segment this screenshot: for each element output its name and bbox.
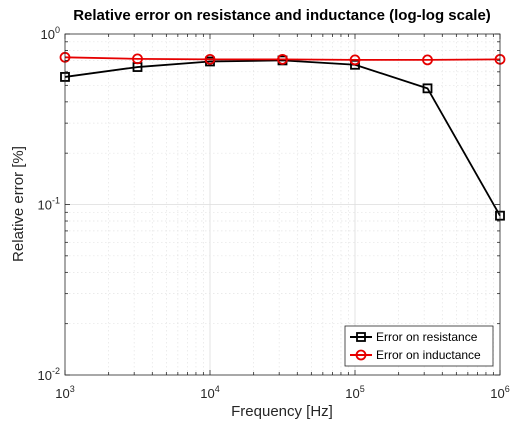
data-point-error-on-resistance: [422, 83, 433, 94]
y-tick-label: 10-2: [38, 366, 60, 383]
x-tick-label: 106: [490, 384, 509, 401]
legend: Error on resistance Error on inductance: [344, 325, 494, 367]
series-line-error-on-resistance: [64, 59, 501, 217]
series-line-error-on-inductance: [64, 56, 501, 61]
legend-label-inductance: Error on inductance: [376, 348, 481, 362]
x-tick-label: 104: [200, 384, 219, 401]
y-axis-label: Relative error [%]: [10, 146, 27, 262]
chart-title: Relative error on resistance and inducta…: [73, 7, 491, 24]
x-axis-label: Frequency [Hz]: [231, 403, 333, 420]
x-tick-label: 103: [55, 384, 74, 401]
series-layer: [59, 51, 506, 221]
data-point-error-on-inductance: [349, 54, 361, 66]
y-tick-label: 100: [41, 25, 60, 42]
data-point-error-on-inductance: [422, 54, 433, 66]
legend-box: [344, 325, 494, 367]
ticks: 103 104 105 106 10-2 10-1 100: [38, 25, 510, 401]
legend-marker-square: [356, 332, 366, 342]
legend-label-resistance: Error on resistance: [376, 330, 478, 344]
x-tick-label: 105: [345, 384, 364, 401]
data-point-error-on-inductance: [204, 53, 216, 65]
data-point-error-on-inductance: [277, 53, 288, 65]
data-point-error-on-inductance: [132, 53, 143, 65]
grid: [65, 34, 500, 375]
legend-marker-circle: [355, 349, 367, 361]
y-tick-label: 10-1: [38, 196, 60, 213]
